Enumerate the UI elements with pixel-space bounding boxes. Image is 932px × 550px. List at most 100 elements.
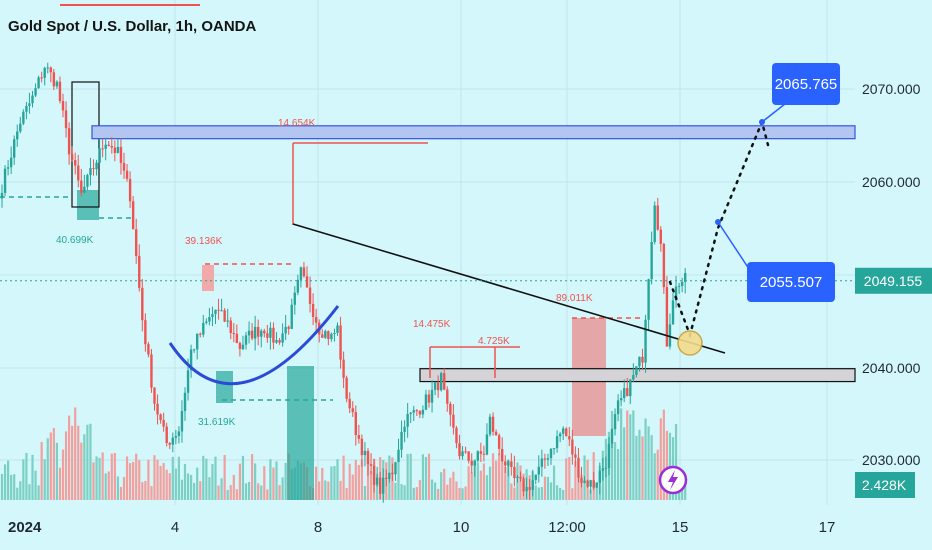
candle	[64, 101, 68, 138]
volume-bar	[434, 482, 437, 500]
volume-bar	[577, 477, 580, 500]
candle	[488, 413, 492, 437]
candle-body	[394, 462, 397, 475]
candle-body	[516, 476, 519, 479]
volume-bar	[168, 473, 171, 500]
candle-body	[336, 325, 339, 333]
candle-body	[650, 241, 653, 280]
candle	[165, 422, 168, 447]
volume-bar	[31, 454, 34, 500]
candle	[314, 308, 318, 333]
candle	[613, 408, 617, 436]
volume-annotation-label: 89.011K	[556, 293, 593, 304]
y-axis-label: 2030.000	[862, 452, 921, 468]
candle-body	[400, 431, 403, 450]
candle-body	[671, 300, 675, 325]
candle-body	[223, 310, 226, 322]
candle-body	[214, 309, 217, 315]
candle	[6, 159, 10, 176]
volume-bar	[186, 473, 190, 500]
volume-bar	[190, 474, 193, 500]
candle-body	[83, 186, 86, 193]
volume-bar	[556, 485, 559, 500]
candle-body	[659, 229, 662, 244]
volume-bar	[68, 415, 71, 500]
candle-body	[19, 123, 22, 132]
candle-body	[528, 487, 531, 490]
volume-bar	[281, 477, 284, 500]
candle-body	[653, 205, 656, 242]
volume-bar	[641, 436, 644, 500]
volume-bar	[452, 471, 455, 500]
candle-body	[525, 487, 528, 492]
volume-bar	[232, 474, 235, 500]
volume-bar	[449, 477, 452, 500]
candle-body	[77, 165, 80, 181]
candle	[482, 445, 486, 462]
volume-bar	[415, 487, 418, 500]
candle	[174, 430, 178, 445]
volume-bar	[92, 462, 95, 500]
candle-body	[409, 412, 412, 414]
volume-bar	[40, 441, 43, 500]
candle	[619, 390, 623, 407]
candle-body	[113, 147, 117, 153]
candle	[13, 135, 16, 165]
volume-bar	[638, 429, 641, 500]
volume-bar	[330, 466, 333, 500]
candle-body	[549, 448, 553, 459]
candle-body	[217, 309, 220, 311]
candle-body	[339, 325, 342, 360]
candle	[650, 231, 653, 285]
volume-bar	[589, 489, 592, 500]
volume-bar	[498, 453, 501, 500]
volume-bar	[74, 407, 77, 500]
volume-bar	[336, 459, 339, 500]
candle	[37, 75, 40, 89]
candle-body	[345, 377, 348, 399]
candle-body	[168, 442, 171, 445]
candle-body	[250, 330, 254, 339]
candle-body	[601, 468, 605, 471]
candle-body	[592, 480, 595, 488]
volume-bar	[77, 425, 80, 500]
candle	[257, 319, 260, 346]
candle	[290, 298, 293, 330]
candle	[220, 298, 223, 312]
volume-bar	[247, 481, 251, 500]
candle	[250, 323, 254, 341]
candle	[336, 322, 339, 336]
candle-body	[159, 414, 162, 421]
candle	[415, 409, 418, 416]
volume-bar	[363, 486, 367, 500]
candle	[278, 338, 281, 345]
target-callout-upper: 2065.765	[772, 63, 840, 105]
volume-bar	[360, 459, 363, 500]
candle-body	[473, 460, 476, 466]
volume-bar	[156, 459, 159, 500]
candle-body	[342, 359, 345, 378]
candle	[397, 438, 400, 463]
candle	[562, 426, 565, 441]
volume-bar	[635, 435, 638, 500]
volume-bar	[412, 487, 415, 500]
candle-body	[577, 457, 580, 478]
candle	[293, 286, 296, 315]
candle	[558, 431, 562, 443]
candle	[516, 475, 519, 483]
candle-body	[247, 330, 251, 336]
candle-body	[153, 387, 156, 404]
candle	[464, 446, 467, 454]
candle	[330, 332, 333, 342]
candle	[287, 325, 290, 335]
candle-body	[49, 67, 52, 73]
candle-body	[458, 443, 461, 457]
candle	[668, 313, 672, 350]
candle-body	[662, 243, 666, 288]
candle-body	[574, 454, 577, 458]
candle	[540, 449, 544, 477]
candle-body	[604, 467, 608, 469]
candle-body	[388, 472, 391, 480]
candle	[22, 109, 25, 126]
volume-bar	[318, 481, 321, 500]
